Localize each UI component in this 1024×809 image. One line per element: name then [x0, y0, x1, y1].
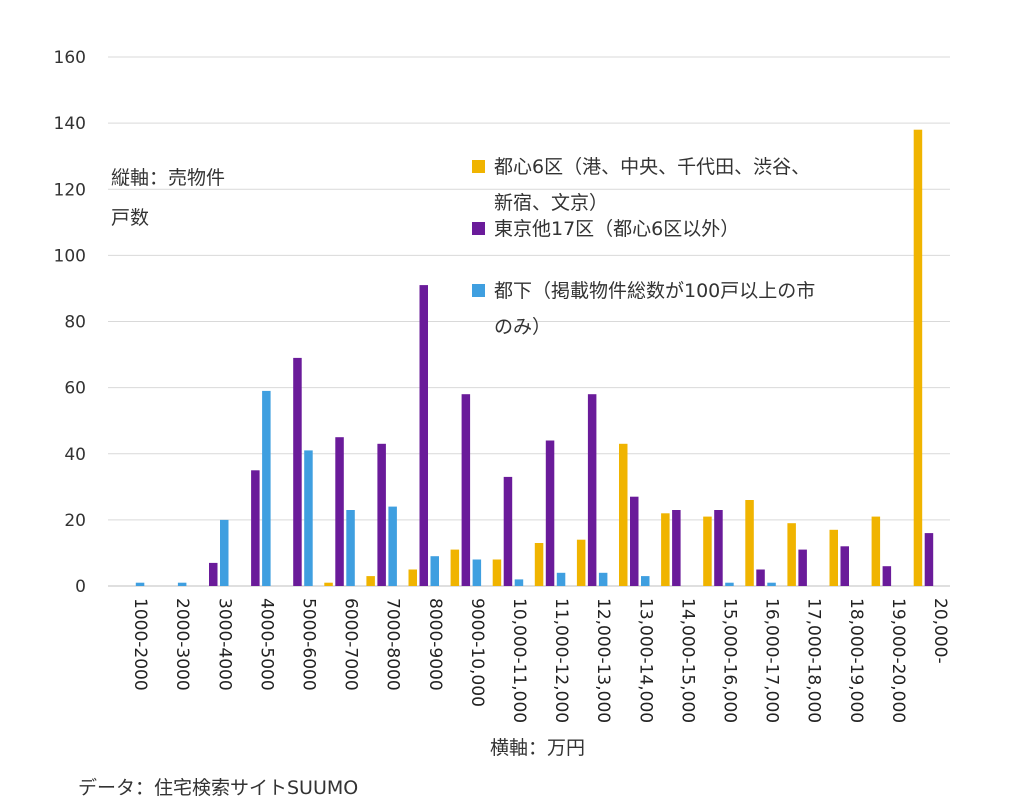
bar-other17-12 [630, 496, 639, 586]
bar-other17-15 [756, 569, 765, 586]
y-tick-label: 0 [75, 577, 86, 597]
gridlines [108, 56, 950, 587]
x-axis-ticks: 1000-2000 2000-3000 3000-4000 4000-5000 5000… [130, 598, 950, 723]
bar-central6-5 [324, 582, 333, 586]
x-tick-label: 17,000-18,000 [804, 598, 824, 723]
bar-suburbs-1 [177, 582, 187, 586]
x-tick-label: 6000-7000 [341, 598, 361, 691]
legend-item-suburbs: 都下（掲載物件総数が100戸以上の市 のみ） [472, 276, 892, 342]
legend-label-suburbs-line1: 都下（掲載物件総数が100戸以上の市 [494, 280, 816, 302]
x-tick-label: 18,000-19,000 [846, 598, 866, 723]
x-tick-label: 10,000-11,000 [509, 598, 529, 723]
bar-suburbs-15 [767, 582, 776, 586]
bar-other17-14 [714, 510, 723, 586]
x-tick-label: 13,000-14,000 [635, 598, 655, 723]
x-tick-label: 5000-6000 [299, 598, 319, 691]
bar-central6-13 [661, 513, 670, 586]
bar-central6-12 [619, 443, 628, 586]
x-axis-label: 横軸：万円 [490, 737, 586, 759]
bar-other17-19 [924, 533, 934, 586]
bar-other17-18 [882, 566, 892, 586]
bar-central6-8 [450, 549, 460, 586]
bar-other17-9 [503, 476, 513, 586]
y-tick-label: 60 [64, 379, 86, 399]
bar-central6-14 [703, 516, 712, 586]
bar-suburbs-2 [220, 519, 229, 586]
x-tick-label: 7000-8000 [383, 598, 403, 691]
bar-other17-8 [461, 394, 471, 586]
bar-other17-2 [209, 562, 218, 586]
bars [135, 129, 934, 586]
bar-central6-6 [366, 576, 375, 586]
bar-central6-11 [576, 539, 586, 586]
y-tick-label: 40 [64, 445, 86, 465]
bar-other17-3 [251, 470, 260, 586]
bar-central6-16 [787, 523, 796, 586]
bar-suburbs-6 [388, 506, 397, 586]
bar-suburbs-11 [598, 572, 608, 586]
x-tick-label: 4000-5000 [256, 598, 276, 691]
y-axis-ticks: 0 20 40 60 80 100 120 140 160 [54, 48, 86, 597]
bar-other17-7 [419, 285, 428, 586]
y-axis-label-line2: 戸数 [111, 207, 150, 229]
bar-other17-13 [672, 510, 681, 586]
bar-other17-11 [587, 394, 597, 586]
bar-suburbs-12 [641, 576, 650, 586]
x-tick-label: 14,000-15,000 [677, 598, 697, 723]
bar-suburbs-10 [556, 572, 566, 586]
bar-suburbs-9 [514, 579, 524, 586]
legend-item-central6: 都心6区（港、中央、千代田、渋谷、 新宿、文京） [472, 152, 892, 218]
x-tick-label: 3000-4000 [214, 598, 234, 691]
y-tick-label: 120 [54, 180, 86, 200]
x-tick-label: 19,000-20,000 [888, 598, 908, 723]
legend-item-other17: 東京他17区（都心6区以外） [472, 214, 892, 244]
bar-other17-4 [293, 357, 302, 586]
x-tick-label: 16,000-17,000 [762, 598, 782, 723]
legend-swatch-central6 [472, 160, 485, 173]
x-tick-label: 8000-9000 [425, 598, 445, 691]
x-tick-label: 15,000-16,000 [720, 598, 740, 723]
x-tick-label: 11,000-12,000 [551, 598, 571, 723]
legend-label-suburbs-line2: のみ） [494, 316, 552, 338]
bar-suburbs-7 [430, 556, 439, 586]
bar-other17-6 [377, 443, 386, 586]
bar-suburbs-0 [135, 582, 145, 586]
data-source-note: データ：住宅検索サイトSUUMO [78, 777, 359, 799]
y-tick-label: 100 [54, 246, 86, 266]
y-tick-label: 80 [64, 313, 86, 333]
y-axis-label-line1: 縦軸：売物件 [111, 167, 226, 189]
bar-suburbs-4 [304, 450, 313, 586]
bar-central6-9 [492, 559, 502, 586]
bar-suburbs-5 [346, 510, 355, 586]
x-tick-label: 9000-10,000 [467, 598, 487, 707]
bar-suburbs-14 [725, 582, 734, 586]
x-tick-label: 12,000-13,000 [593, 598, 613, 723]
bar-other17-17 [840, 546, 849, 586]
bar-other17-16 [798, 549, 807, 586]
bar-other17-5 [335, 437, 344, 586]
x-tick-label: 20,000- [930, 598, 950, 664]
y-tick-label: 140 [54, 114, 86, 134]
y-tick-label: 20 [64, 511, 86, 531]
bar-other17-10 [545, 440, 555, 586]
bar-central6-18 [871, 516, 881, 586]
legend: 都心6区（港、中央、千代田、渋谷、 新宿、文京） 東京他17区（都心6区以外） … [472, 152, 892, 342]
bar-central6-7 [408, 569, 417, 586]
legend-swatch-suburbs [472, 284, 485, 297]
bar-suburbs-8 [472, 559, 482, 586]
bar-suburbs-3 [262, 390, 271, 586]
legend-label-other17: 東京他17区（都心6区以外） [494, 218, 740, 240]
legend-label-central6-line1: 都心6区（港、中央、千代田、渋谷、 [494, 156, 811, 178]
x-tick-label: 2000-3000 [172, 598, 192, 691]
x-tick-label: 1000-2000 [130, 598, 150, 691]
bar-central6-19 [913, 129, 923, 586]
bar-central6-17 [829, 529, 838, 586]
bar-central6-10 [534, 543, 544, 586]
bar-central6-15 [745, 500, 754, 586]
legend-swatch-other17 [472, 222, 485, 235]
legend-label-central6-line2: 新宿、文京） [494, 192, 609, 214]
y-tick-label: 160 [54, 48, 86, 68]
